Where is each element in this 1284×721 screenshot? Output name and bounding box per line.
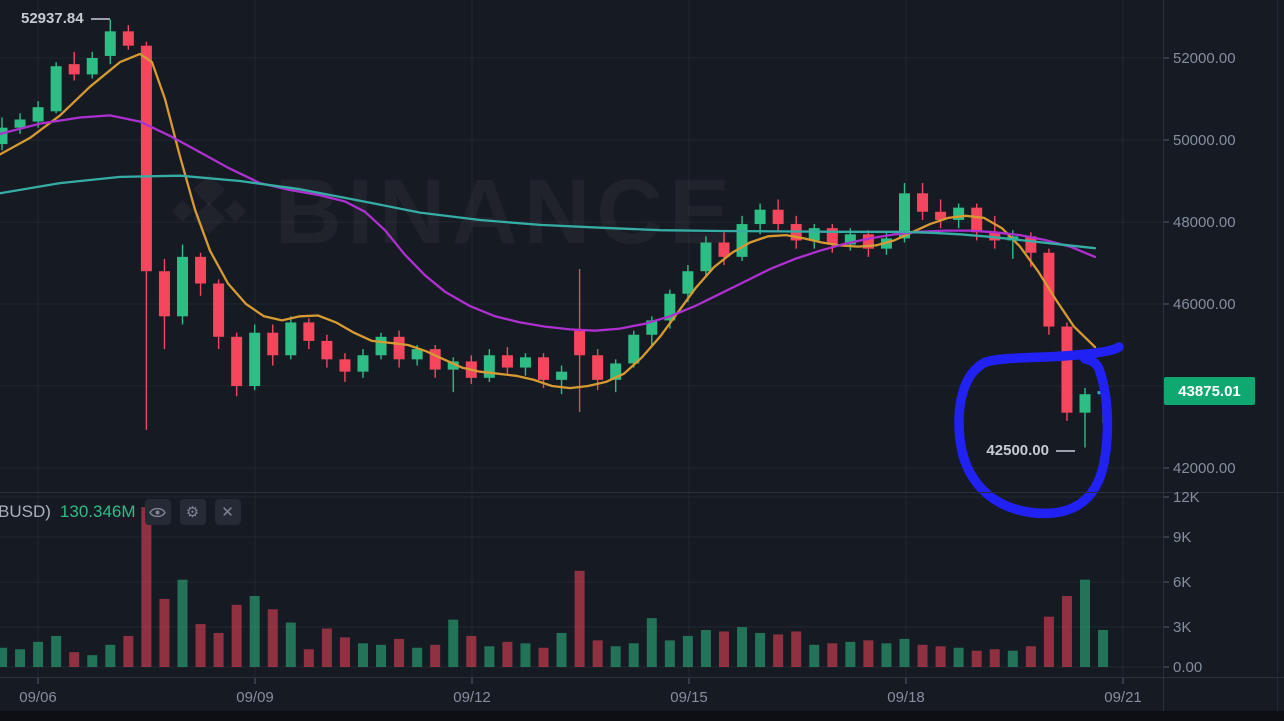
volume-axis-label: 6K (1173, 574, 1192, 591)
volume-axis-label: 3K (1173, 619, 1192, 636)
pane-separator[interactable] (0, 492, 1284, 493)
price-axis-label: 48000.00 (1173, 214, 1236, 231)
time-axis-label: 09/21 (1104, 689, 1142, 706)
volume-axis-label: 0.00 (1173, 659, 1203, 676)
time-axis-label: 09/12 (453, 689, 491, 706)
volume-axis-label: 9K (1173, 529, 1192, 546)
low-price-dash (1056, 449, 1075, 452)
eye-icon (149, 507, 166, 517)
remove-indicator-button[interactable]: ✕ (214, 499, 241, 525)
high-price-label: 52937.84 (21, 10, 110, 27)
high-price-text: 52937.84 (21, 10, 84, 27)
time-axis-separator (0, 677, 1284, 678)
settings-button[interactable]: ⚙ (179, 499, 206, 525)
high-price-dash (90, 17, 110, 20)
price-axis-label: 46000.00 (1173, 296, 1236, 313)
last-price-badge: 43875.01 (1164, 377, 1255, 405)
volume-pane-header: BUSD) 130.346M ⚙ ✕ (0, 499, 241, 525)
low-price-text: 42500.00 (986, 442, 1049, 459)
price-axis-label: 50000.00 (1173, 132, 1236, 149)
price-axis-border (1163, 0, 1164, 711)
low-price-label: 42500.00 (951, 442, 1075, 459)
window-edge-strip (0, 711, 1284, 721)
time-axis-label: 09/09 (236, 689, 274, 706)
price-axis-label: 42000.00 (1173, 460, 1236, 477)
volume-axis-label: 12K (1173, 489, 1200, 506)
right-edge-line (1277, 0, 1278, 711)
drawn-circle-annotation[interactable] (954, 342, 1124, 519)
volume-value: 130.346M (59, 502, 136, 521)
price-axis-label: 52000.00 (1173, 50, 1236, 67)
time-axis-label: 09/06 (19, 689, 57, 706)
close-icon: ✕ (221, 502, 234, 521)
visibility-toggle-button[interactable] (144, 499, 171, 525)
volume-pair-label: BUSD) (0, 502, 51, 521)
time-axis-label: 09/15 (670, 689, 708, 706)
gear-icon: ⚙ (185, 502, 200, 521)
time-axis-label: 09/18 (887, 689, 925, 706)
